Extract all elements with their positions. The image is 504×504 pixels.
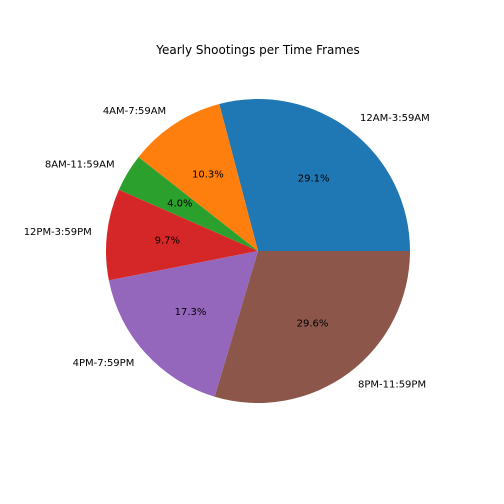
pie-slices [106,99,410,403]
slice-percent-8pm-11-59pm: 29.6% [297,319,329,330]
slice-label-8am-11-59am: 8AM-11:59AM [45,159,115,170]
slice-percent-12am-3-59am: 29.1% [298,173,330,184]
slice-label-8pm-11-59pm: 8PM-11:59PM [358,380,426,391]
slice-percent-8am-11-59am: 4.0% [167,199,192,210]
slice-percent-4pm-7-59pm: 17.3% [175,307,207,318]
slice-percent-12pm-3-59pm: 9.7% [155,235,180,246]
slice-percent-4am-7-59am: 10.3% [192,169,224,180]
slice-label-12am-3-59am: 12AM-3:59AM [360,113,430,124]
slice-label-12pm-3-59pm: 12PM-3:59PM [24,227,92,238]
slice-label-4pm-7-59pm: 4PM-7:59PM [73,358,135,369]
slice-label-4am-7-59am: 4AM-7:59AM [103,106,166,117]
chart-title: Yearly Shootings per Time Frames [155,43,359,57]
